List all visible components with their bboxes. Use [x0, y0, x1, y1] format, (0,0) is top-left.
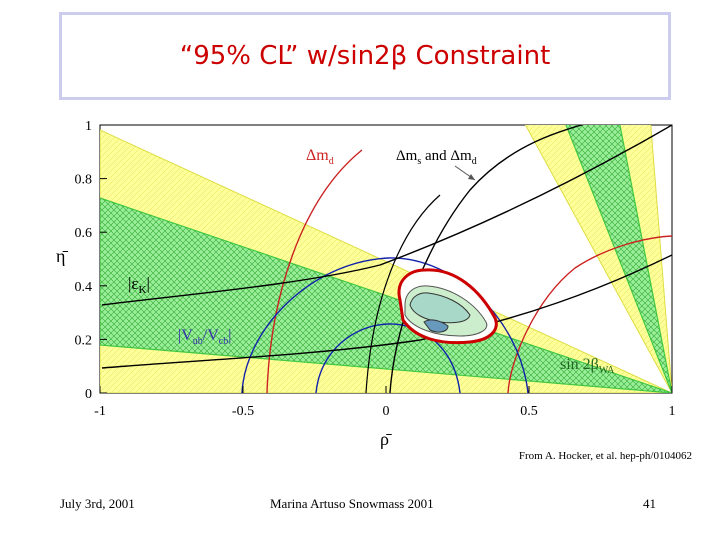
- footer-center: Marina Artuso Snowmass 2001: [270, 496, 434, 511]
- title-box: “95% CL” w/sin2β Constraint: [59, 12, 671, 100]
- label-vub-vcb: |Vub/Vcb|: [178, 327, 231, 347]
- sin2b-inner-hatch: [565, 125, 672, 393]
- dms-circle: [389, 125, 584, 393]
- vub-circle-inner: [315, 323, 461, 393]
- slide-title: “95% CL” w/sin2β Constraint: [179, 41, 551, 71]
- epsk-hyperbola-upper: [101, 125, 672, 306]
- label-sin2b: sin 2βWA: [560, 356, 615, 376]
- vub-circle-outer: [241, 257, 529, 393]
- dms-arrowhead: [468, 174, 475, 180]
- sin2b-outer-hatch: [525, 125, 672, 393]
- plot-area: [100, 125, 672, 393]
- x-tick-label: -1: [94, 404, 106, 419]
- y-ticks: 0 0.2 0.4 0.6 0.8 1: [75, 119, 107, 402]
- y-tick-label: 0.8: [75, 173, 93, 188]
- cl-contour-inner: [409, 292, 471, 324]
- x-tick-label: -0.5: [232, 404, 254, 419]
- y-tick-label: 0.2: [75, 333, 93, 348]
- x-axis-label: ρ̄: [380, 429, 392, 449]
- dms-circle-inner: [365, 194, 441, 393]
- y-tick-label: 0: [85, 387, 92, 402]
- x-tick-label: 1: [669, 404, 676, 419]
- epsk-hyperbola-lower: [101, 254, 672, 369]
- source-note: From A. Hocker, et al. hep-ph/0104062: [518, 450, 692, 462]
- footer-date: July 3rd, 2001: [60, 496, 135, 511]
- dmd-circle-left: [266, 149, 363, 393]
- x-tick-label: 0: [383, 404, 390, 419]
- page-number: 41: [643, 496, 656, 511]
- vub-inner-hatch: [100, 198, 672, 393]
- label-epsk: |εK|: [128, 274, 150, 296]
- x-tick-label: 0.5: [520, 404, 538, 419]
- label-dmd: Δmd: [306, 147, 334, 167]
- y-axis-label: η̄: [56, 246, 68, 266]
- y-tick-label: 0.4: [75, 280, 93, 295]
- y-tick-label: 0.6: [75, 226, 93, 241]
- x-ticks: -1 -0.5 0 0.5 1: [94, 386, 676, 419]
- cl-contour-core: [423, 319, 449, 333]
- dmd-circle-right: [507, 235, 672, 393]
- y-tick-label: 1: [85, 119, 92, 134]
- label-dms-dmd: Δms and Δmd: [396, 148, 477, 167]
